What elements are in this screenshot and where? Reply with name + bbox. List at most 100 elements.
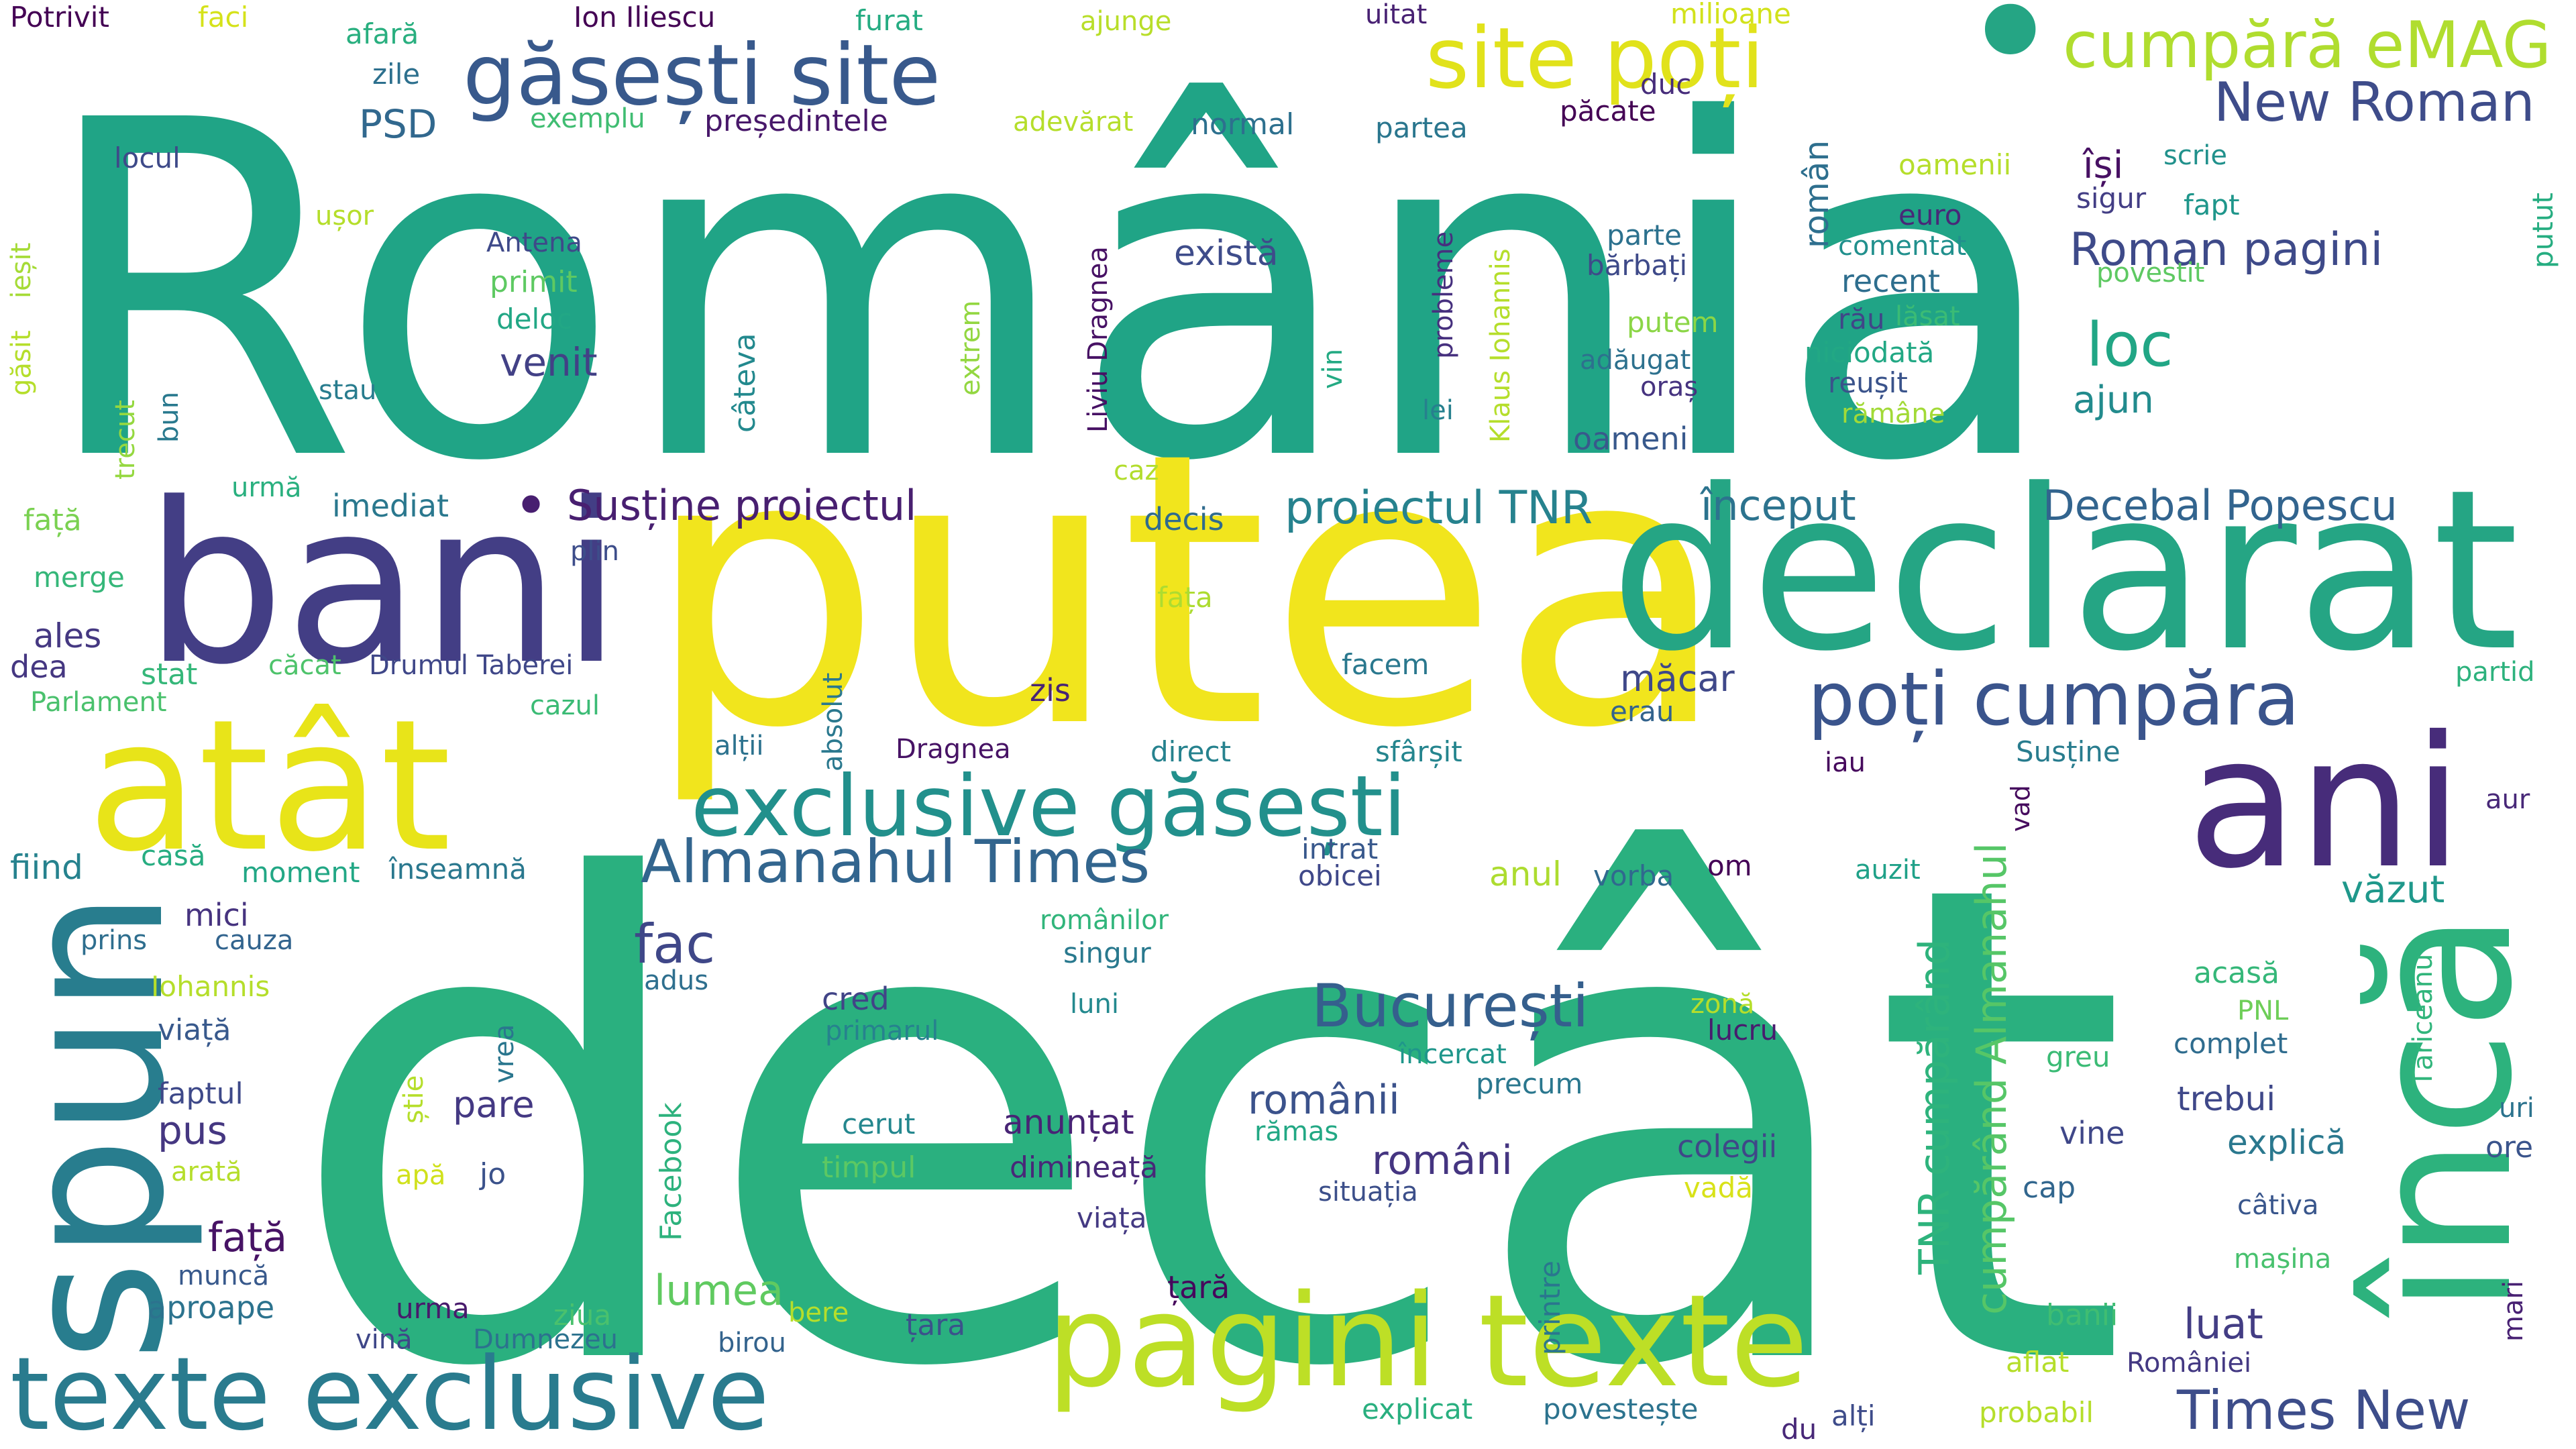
word-cloud-word: decât (285, 745, 2129, 1449)
word-cloud-word: absolut (818, 673, 849, 771)
word-cloud-word: proiectul TNR (1285, 482, 1593, 535)
word-cloud-word: vad (2006, 785, 2035, 832)
word-cloud-word: adevărat (1013, 107, 1133, 138)
word-cloud-word: Decebal Popescu (2043, 481, 2398, 530)
word-cloud-word: TNR cumpărând (1910, 939, 1959, 1275)
word-cloud-word: Dumnezeu (473, 1324, 618, 1355)
word-cloud-word: New Roman (2214, 71, 2535, 133)
word-cloud-word: vină (356, 1324, 413, 1355)
word-cloud-word: obicei (1298, 859, 1382, 892)
word-cloud-word: viața (1077, 1201, 1146, 1234)
word-cloud-word: început (1699, 481, 1856, 530)
word-cloud-word: Times New (2176, 1379, 2470, 1442)
word-cloud-word: comentat (1838, 231, 1966, 262)
word-cloud-word: oameni (1573, 421, 1688, 457)
word-cloud-word: putut (2526, 193, 2559, 268)
word-cloud-word: auzit (1855, 855, 1921, 885)
word-cloud-word: uri (2499, 1093, 2534, 1124)
word-cloud-word: oamenii (1898, 148, 2011, 181)
word-cloud-word: bun (154, 392, 184, 443)
word-cloud-word: primarul (825, 1016, 938, 1046)
word-cloud-word: dea (10, 649, 68, 685)
word-cloud-word: muncă (178, 1260, 269, 1291)
word-cloud-word: furat (855, 4, 923, 37)
word-cloud-word: vadă (1684, 1171, 1753, 1204)
word-cloud-word: fața (1157, 581, 1213, 614)
word-cloud-word: ani (2187, 697, 2463, 908)
word-cloud-word: declarat (1610, 442, 2519, 700)
word-cloud-word: uitat (1365, 0, 1427, 30)
word-cloud-word: zis (1030, 672, 1071, 708)
word-cloud-word: există (1174, 233, 1279, 274)
word-cloud-word: ales (34, 616, 101, 655)
word-cloud-word: sigur (2076, 182, 2147, 215)
word-cloud-word: găsit (6, 330, 37, 396)
word-cloud-word: bere (788, 1297, 849, 1328)
word-cloud-word: exclusive găsești (691, 758, 1406, 855)
word-cloud-word: cazul (530, 690, 600, 721)
word-cloud-word: povestit (2096, 258, 2204, 288)
word-cloud-word: rămâne (1841, 398, 1945, 429)
word-cloud-word: președintele (704, 104, 888, 138)
word-cloud-word: căcat (268, 650, 341, 681)
word-cloud-word: știe (398, 1075, 429, 1124)
word-cloud-word: României (2127, 1348, 2251, 1379)
word-cloud-word: Tăriceanu (2408, 954, 2438, 1087)
word-cloud-word: își (2082, 144, 2123, 187)
word-cloud-word: românii (1248, 1077, 1400, 1124)
word-cloud-word: oraș (1640, 372, 1698, 402)
word-cloud-word: primit (490, 265, 578, 299)
word-cloud-word: explică (2227, 1123, 2346, 1162)
word-cloud-word: ziua (553, 1299, 611, 1332)
word-cloud-word: ajunge (1080, 6, 1171, 37)
word-cloud-word: probabil (1979, 1396, 2094, 1429)
word-cloud-word: Drumul Taberei (369, 650, 573, 681)
word-cloud-word: zile (372, 58, 420, 91)
word-cloud-word: mici (184, 897, 249, 933)
word-cloud-word: exemplu (530, 103, 645, 134)
word-cloud-word: vine (2059, 1115, 2125, 1151)
word-cloud-word: iau (1825, 747, 1866, 778)
word-cloud-word: acasă (2194, 956, 2279, 990)
word-cloud-word: facem (1342, 648, 1429, 681)
word-cloud-word: complet (2174, 1027, 2288, 1060)
word-cloud-word: niciodată (1805, 336, 1934, 369)
word-cloud-word: Susține proiectul (567, 481, 916, 530)
word-cloud-word: încă (2329, 911, 2555, 1321)
word-cloud-word: Iohannis (151, 970, 270, 1003)
word-cloud-word: moment (241, 856, 360, 889)
word-cloud-word: locul (114, 142, 180, 174)
word-cloud-word: văzut (2341, 868, 2445, 912)
word-cloud-word: reușit (1828, 366, 1908, 399)
word-cloud-word: bărbați (1587, 249, 1687, 282)
word-cloud-word: singur (1063, 936, 1151, 969)
word-cloud-word: stat (141, 657, 197, 692)
word-cloud-word: Ion Iliescu (574, 1, 715, 34)
word-cloud-word: loc (2086, 310, 2174, 380)
word-cloud-word: adus (644, 965, 708, 996)
word-cloud-word: aflat (2006, 1346, 2069, 1379)
word-cloud-word: decis (1144, 501, 1224, 537)
word-cloud-word: urmă (231, 472, 302, 503)
word-cloud-word: putem (1627, 306, 1719, 339)
word-cloud-word: fiind (10, 848, 83, 887)
word-cloud-word: explicat (1362, 1393, 1472, 1426)
word-cloud-word: Parlament (30, 687, 167, 718)
word-cloud-word: deloc (496, 303, 572, 335)
word-cloud-word: atât (87, 680, 451, 892)
word-cloud-word: păcate (1560, 95, 1656, 127)
word-cloud-word: povestește (1543, 1393, 1698, 1426)
word-cloud-word: fac (634, 913, 715, 975)
word-cloud-word: cerut (842, 1108, 915, 1140)
word-cloud-word: pus (158, 1108, 227, 1153)
word-cloud-word: cap (2023, 1171, 2076, 1205)
word-cloud-word: om (1707, 849, 1752, 882)
word-cloud-word: euro (1898, 199, 1962, 231)
word-cloud-word: PSD (359, 101, 437, 147)
word-cloud-word: România (37, 23, 2061, 562)
word-cloud-word: față (208, 1214, 287, 1261)
word-cloud-word: anunțat (1003, 1103, 1134, 1142)
word-cloud-word: poți cumpăra (1808, 656, 2300, 743)
